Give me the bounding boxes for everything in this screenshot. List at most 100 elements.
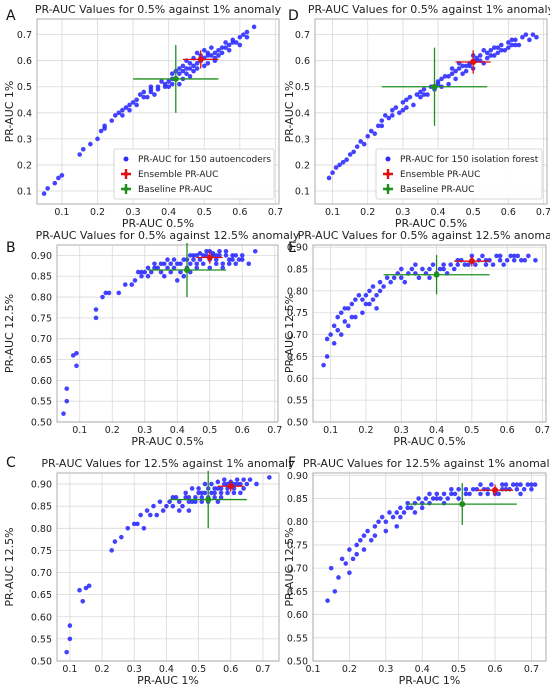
legend-marker-baseline-center xyxy=(385,186,391,192)
data-point xyxy=(384,275,390,281)
data-point xyxy=(93,307,99,312)
data-point xyxy=(145,273,151,279)
data-point xyxy=(349,314,355,320)
legend: PR-AUC for 150 autoencoders Ensemble PR-A… xyxy=(113,148,275,200)
data-point xyxy=(176,499,182,505)
data-point xyxy=(361,547,367,552)
data-point xyxy=(197,251,203,256)
y-axis-label: PR-AUC 12.5% xyxy=(283,527,296,606)
legend-label: PR-AUC for 150 autoencoders xyxy=(138,155,271,165)
data-point xyxy=(379,123,385,129)
data-point xyxy=(189,486,195,491)
data-point xyxy=(430,496,436,501)
data-point xyxy=(496,491,501,497)
data-point xyxy=(241,32,246,37)
data-point xyxy=(416,496,421,501)
data-point xyxy=(491,53,497,58)
y-tick-label: 0.65 xyxy=(287,352,308,363)
x-tick-label: 0.4 xyxy=(430,207,445,218)
data-point xyxy=(102,123,107,129)
data-point xyxy=(522,257,528,263)
data-point xyxy=(446,81,451,87)
data-point xyxy=(503,482,509,487)
ensemble-marker xyxy=(470,58,477,65)
data-point xyxy=(394,524,400,529)
x-tick-label: 0.6 xyxy=(232,207,247,218)
x-tick-label: 0.1 xyxy=(305,664,320,675)
data-point xyxy=(441,266,446,272)
data-point xyxy=(217,253,222,258)
panel-letter: E xyxy=(288,240,297,256)
legend-marker-points xyxy=(123,156,129,162)
data-point xyxy=(452,491,458,497)
data-point xyxy=(460,71,465,77)
data-point xyxy=(246,261,252,267)
data-point xyxy=(513,37,518,43)
data-point xyxy=(197,257,203,262)
data-point xyxy=(181,273,187,279)
y-tick-label: 0.6 xyxy=(295,56,310,67)
data-point xyxy=(372,533,378,538)
y-tick-label: 0.60 xyxy=(287,610,308,621)
data-point xyxy=(400,107,406,113)
data-point xyxy=(367,301,372,307)
data-point xyxy=(405,505,410,511)
data-point xyxy=(421,92,427,97)
legend-label: Baseline PR-AUC xyxy=(400,185,474,195)
baseline-marker xyxy=(431,83,438,90)
legend-label: Ensemble PR-AUC xyxy=(400,170,480,180)
data-point xyxy=(218,490,224,496)
data-point xyxy=(326,175,332,181)
data-point xyxy=(374,306,379,311)
data-point xyxy=(497,257,503,263)
baseline-marker xyxy=(459,501,466,508)
y-tick-label: 0.90 xyxy=(287,243,308,254)
y-tick-label: 0.70 xyxy=(287,564,308,575)
data-point xyxy=(171,257,177,262)
data-point xyxy=(193,499,198,505)
x-tick-label: 0.2 xyxy=(90,207,105,218)
y-tick-label: 0.75 xyxy=(287,308,308,319)
data-point xyxy=(148,84,154,90)
x-tick-label: 0.7 xyxy=(535,425,550,436)
data-point xyxy=(401,510,407,515)
data-point xyxy=(343,561,349,566)
data-point xyxy=(347,152,353,157)
x-tick-label: 0.7 xyxy=(524,664,539,675)
data-point xyxy=(180,68,186,74)
data-point xyxy=(518,257,524,263)
y-tick-label: 0.60 xyxy=(287,374,308,385)
data-point xyxy=(372,131,378,136)
data-point xyxy=(388,279,393,285)
data-point xyxy=(129,282,135,287)
data-point xyxy=(442,74,448,79)
data-point xyxy=(527,37,532,43)
data-point xyxy=(521,486,527,492)
y-tick-label: 0.7 xyxy=(17,30,32,41)
data-point xyxy=(238,490,243,496)
data-point xyxy=(80,146,86,152)
data-point xyxy=(430,262,436,267)
plot-frame xyxy=(56,244,279,423)
plot-frame xyxy=(36,18,280,205)
data-point xyxy=(74,350,79,356)
y-tick-label: 0.3 xyxy=(17,134,32,145)
x-tick-label: 0.2 xyxy=(105,425,120,436)
y-axis-label: PR-AUC 1% xyxy=(3,81,16,143)
x-tick-label: 0.6 xyxy=(223,664,238,675)
panel-d: D PR-AUC Values for 0.5% against 1% anoma… xyxy=(283,3,550,230)
x-axis-label: PR-AUC 1% xyxy=(137,674,199,687)
data-point xyxy=(244,481,250,487)
x-tick-label: 0.1 xyxy=(62,664,77,675)
data-point xyxy=(135,521,140,527)
y-tick-label: 0.5 xyxy=(17,82,32,93)
data-point xyxy=(351,149,356,155)
data-point xyxy=(159,79,164,84)
data-point xyxy=(194,60,200,66)
data-point xyxy=(445,496,451,501)
data-point xyxy=(437,266,443,272)
data-point xyxy=(374,292,379,298)
y-tick-label: 0.7 xyxy=(295,30,310,41)
data-point xyxy=(194,261,200,267)
data-point xyxy=(365,528,370,534)
